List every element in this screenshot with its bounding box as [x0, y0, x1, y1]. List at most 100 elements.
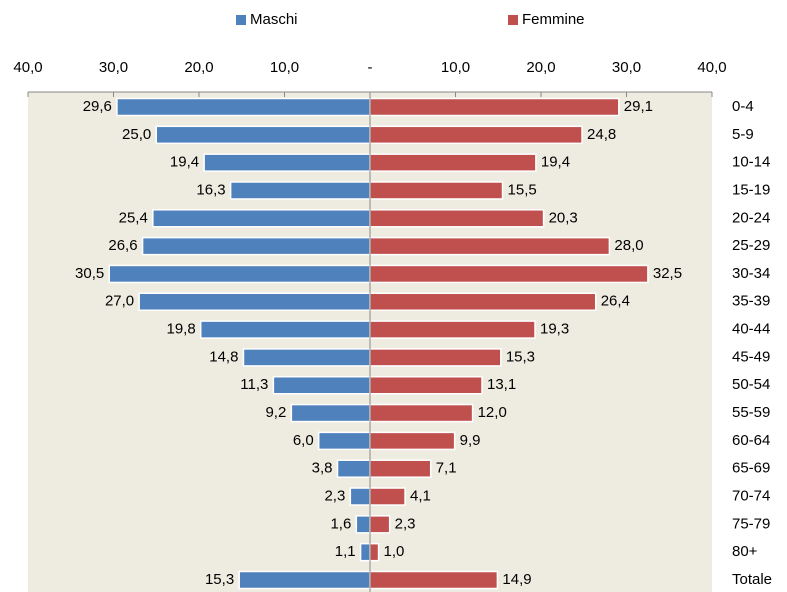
value-label: 26,6	[108, 237, 137, 254]
bar	[242, 348, 371, 367]
category-label: 5-9	[732, 126, 754, 143]
value-label: 30,5	[75, 265, 104, 282]
value-label: 20,3	[549, 209, 578, 226]
value-label: 19,8	[167, 321, 196, 338]
bar	[355, 515, 371, 534]
value-label: 19,4	[170, 154, 199, 171]
x-tick-label: 40,0	[13, 59, 42, 76]
bar	[369, 403, 474, 423]
value-label: 2,3	[395, 515, 416, 532]
category-label: 75-79	[732, 515, 770, 532]
bar	[369, 375, 483, 395]
value-label: 9,9	[460, 432, 481, 449]
bar	[369, 181, 504, 200]
bar	[155, 125, 371, 145]
value-label: 15,3	[205, 571, 234, 588]
value-label: 29,6	[83, 98, 112, 115]
value-label: 3,8	[312, 460, 333, 477]
x-tick-label: 20,0	[184, 59, 213, 76]
category-label: 50-54	[732, 376, 770, 393]
x-tick-label: 10,0	[441, 59, 470, 76]
x-tick-label: 10,0	[270, 59, 299, 76]
bar	[349, 487, 371, 506]
value-label: 14,8	[209, 348, 238, 365]
value-label: 28,0	[614, 237, 643, 254]
bar	[152, 209, 371, 228]
bar	[369, 487, 406, 506]
category-label: 55-59	[732, 404, 770, 421]
bar	[116, 97, 371, 117]
bar	[369, 542, 380, 562]
value-label: 1,6	[330, 515, 351, 532]
bar	[317, 431, 371, 451]
value-label: 2,3	[324, 487, 345, 504]
category-label: 0-4	[732, 98, 754, 115]
category-label: 20-24	[732, 209, 770, 226]
x-tick-label: 20,0	[526, 59, 555, 76]
bar	[369, 292, 597, 312]
value-label: 24,8	[587, 126, 616, 143]
category-label: 30-34	[732, 265, 770, 282]
bar	[369, 153, 537, 172]
value-label: 32,5	[653, 265, 682, 282]
category-label: 80+	[732, 543, 758, 560]
bar	[272, 375, 371, 395]
bar	[369, 320, 536, 339]
legend-swatch	[508, 15, 518, 25]
bar	[369, 236, 611, 256]
category-label: 65-69	[732, 460, 770, 477]
value-label: 29,1	[624, 98, 653, 115]
value-label: 9,2	[265, 404, 286, 421]
bar	[369, 209, 545, 228]
value-label: 25,4	[119, 209, 148, 226]
bar	[369, 348, 502, 367]
value-label: 25,0	[122, 126, 151, 143]
value-label: 15,5	[508, 181, 537, 198]
bar	[238, 570, 371, 590]
value-label: 6,0	[293, 432, 314, 449]
category-label: 25-29	[732, 237, 770, 254]
value-label: 14,9	[502, 571, 531, 588]
value-label: 4,1	[410, 487, 431, 504]
x-tick-label: 40,0	[697, 59, 726, 76]
bar	[369, 515, 391, 534]
x-tick-label: 30,0	[612, 59, 641, 76]
category-label: 35-39	[732, 293, 770, 310]
bar	[203, 153, 371, 172]
bar	[290, 403, 371, 423]
value-label: 7,1	[436, 460, 457, 477]
x-tick-label: -	[368, 59, 373, 76]
bar	[369, 264, 649, 284]
bar	[138, 292, 371, 312]
value-label: 1,0	[384, 543, 405, 560]
bar	[369, 97, 620, 117]
bar	[359, 542, 371, 562]
bar	[199, 320, 371, 339]
value-label: 19,3	[540, 321, 569, 338]
category-label: 60-64	[732, 432, 770, 449]
value-label: 15,3	[506, 348, 535, 365]
category-label: 70-74	[732, 487, 770, 504]
bar	[369, 431, 456, 451]
value-label: 13,1	[487, 376, 516, 393]
bar	[369, 570, 499, 590]
x-tick-label: 30,0	[99, 59, 128, 76]
bar	[141, 236, 371, 256]
value-label: 27,0	[105, 293, 134, 310]
bar	[108, 264, 371, 284]
category-label: 10-14	[732, 154, 770, 171]
legend-label: Maschi	[250, 11, 298, 28]
category-label: 15-19	[732, 181, 770, 198]
category-label: 45-49	[732, 348, 770, 365]
value-label: 11,3	[240, 376, 268, 393]
value-label: 16,3	[196, 181, 225, 198]
bar	[369, 125, 583, 145]
bar	[336, 459, 371, 478]
category-label: Totale	[732, 571, 772, 588]
value-label: 12,0	[478, 404, 507, 421]
value-label: 19,4	[541, 154, 570, 171]
value-label: 26,4	[601, 293, 630, 310]
value-label: 1,1	[335, 543, 356, 560]
legend-swatch	[236, 15, 246, 25]
